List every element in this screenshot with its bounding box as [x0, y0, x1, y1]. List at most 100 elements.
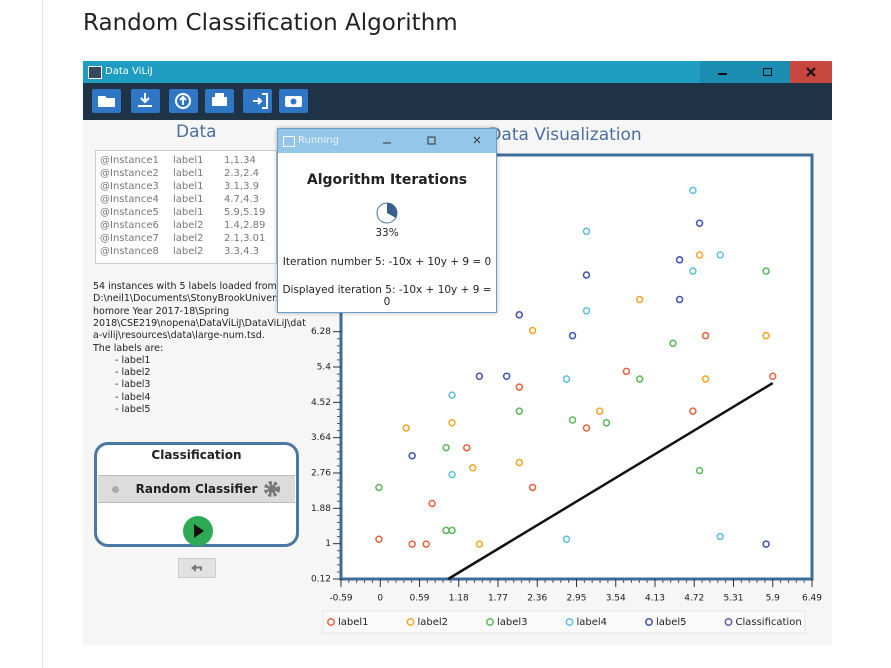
data-point — [515, 311, 524, 319]
dialog-icon — [283, 136, 295, 147]
y-tick-label: 0.12 — [311, 575, 331, 585]
back-button[interactable] — [178, 558, 216, 578]
data-point — [428, 499, 436, 508]
maximize-button[interactable] — [745, 61, 790, 83]
legend-label: label2 — [418, 617, 449, 628]
data-point — [695, 466, 704, 475]
table-cell: label1 — [173, 155, 204, 166]
data-point — [408, 540, 416, 548]
x-tick-label: 5.9 — [766, 594, 781, 604]
dialog-title: Running — [298, 135, 339, 146]
label-line: - label2 — [115, 367, 151, 379]
data-table: @Instance1 label1 1,1.34 @Instance2 label1 2.… — [95, 150, 277, 264]
close-button[interactable] — [790, 61, 832, 83]
table-cell: 5.9,5.19 — [224, 207, 266, 218]
table-cell: @Instance4 — [100, 194, 159, 205]
data-point — [582, 424, 591, 432]
legend-marker — [724, 618, 733, 626]
table-cell: @Instance8 — [100, 246, 159, 257]
data-point — [689, 186, 697, 195]
legend-label: label4 — [577, 617, 608, 628]
data-point — [675, 256, 684, 264]
x-tick-label: 5.31 — [723, 594, 743, 604]
data-point — [528, 326, 537, 335]
label-line: - label4 — [115, 391, 151, 403]
table-cell: label1 — [173, 181, 204, 192]
data-title: Data — [176, 122, 217, 142]
legend — [322, 610, 806, 634]
progress-label: 33% — [375, 227, 399, 239]
y-tick-label: 1.88 — [311, 504, 331, 514]
toolbar-icons — [92, 89, 308, 113]
data-point — [448, 391, 456, 399]
data-point — [675, 295, 684, 304]
data-point — [689, 407, 697, 415]
page-border — [42, 0, 43, 668]
table-cell: 1,1.34 — [224, 155, 256, 166]
toolbar — [83, 83, 832, 120]
data-point — [448, 470, 456, 479]
algorithm-name: Random Classifier — [135, 482, 258, 496]
y-tick-label: 1 — [325, 539, 331, 549]
data-point — [442, 443, 450, 452]
classification-line — [447, 381, 774, 581]
settings-icon[interactable] — [262, 479, 282, 499]
x-tick-label: 3.54 — [606, 594, 626, 604]
table-cell: label1 — [173, 194, 204, 205]
x-tick-label: 2.95 — [566, 594, 586, 604]
table-cell: @Instance5 — [100, 207, 159, 218]
table-cell: label1 — [173, 168, 204, 179]
dialog-controls[interactable] — [373, 129, 496, 153]
page-title: Random Classification Algorithm — [83, 10, 458, 36]
data-point — [596, 407, 604, 415]
running-dialog: Running Algorithm Iterations 33% Iterati… — [277, 128, 497, 313]
data-point — [701, 375, 710, 383]
data-point — [375, 483, 383, 492]
info-line: homore Year 2017-18\Spring — [93, 305, 230, 317]
data-point — [602, 419, 611, 427]
iteration-text: Iteration number 5: -10x + 10y + 9 = 0 — [282, 256, 492, 268]
data-point — [528, 483, 537, 492]
table-cell: @Instance3 — [100, 181, 159, 192]
data-point — [669, 339, 677, 348]
legend-label: label5 — [656, 617, 687, 628]
legend-label: label1 — [338, 617, 369, 628]
minimize-button[interactable] — [700, 61, 745, 83]
table-cell: @Instance6 — [100, 220, 159, 231]
algorithm-row[interactable]: Random Classifier — [98, 475, 295, 503]
legend-label: Classification — [736, 617, 802, 628]
data-point — [695, 251, 704, 259]
table-cell: 4.7,4.3 — [224, 194, 259, 205]
info-line: 2018\CSE219\nopena\DataViLiJ\DataViLiJ\d… — [93, 317, 306, 329]
x-tick-label: 1.77 — [488, 594, 508, 604]
data-point — [422, 540, 430, 548]
progress-indicator — [376, 202, 398, 224]
data-point — [502, 372, 511, 380]
table-cell: label2 — [173, 246, 204, 257]
displayed-text: Displayed iteration 5: -10x + 10y + 9 = … — [282, 284, 492, 308]
dialog-heading: Algorithm Iterations — [306, 172, 468, 188]
legend-marker — [645, 618, 653, 626]
y-tick-label: 4.52 — [311, 398, 331, 408]
data-point — [635, 375, 644, 383]
data-point — [475, 372, 484, 380]
label-line: - label3 — [115, 379, 151, 391]
dialog-title-bar: Running — [278, 129, 496, 153]
table-cell: 1.4,2.89 — [224, 220, 266, 231]
data-point — [568, 331, 577, 340]
x-tick-label: 2.36 — [527, 594, 547, 604]
data-point — [402, 424, 410, 432]
y-tick-label: 6.28 — [311, 327, 331, 337]
run-button[interactable] — [182, 515, 214, 547]
label-line: - label5 — [115, 404, 151, 415]
classification-title: Classification — [151, 448, 242, 462]
data-point — [468, 464, 477, 472]
data-point — [582, 227, 591, 236]
y-tick-label: 3.64 — [311, 433, 331, 443]
title-bar: Data ViLiJ — [83, 61, 832, 83]
classification-panel: Classification Random Classifier — [94, 442, 299, 547]
chart-title: Data Visualization — [488, 125, 641, 145]
legend-marker — [486, 618, 494, 626]
data-point — [562, 535, 571, 543]
